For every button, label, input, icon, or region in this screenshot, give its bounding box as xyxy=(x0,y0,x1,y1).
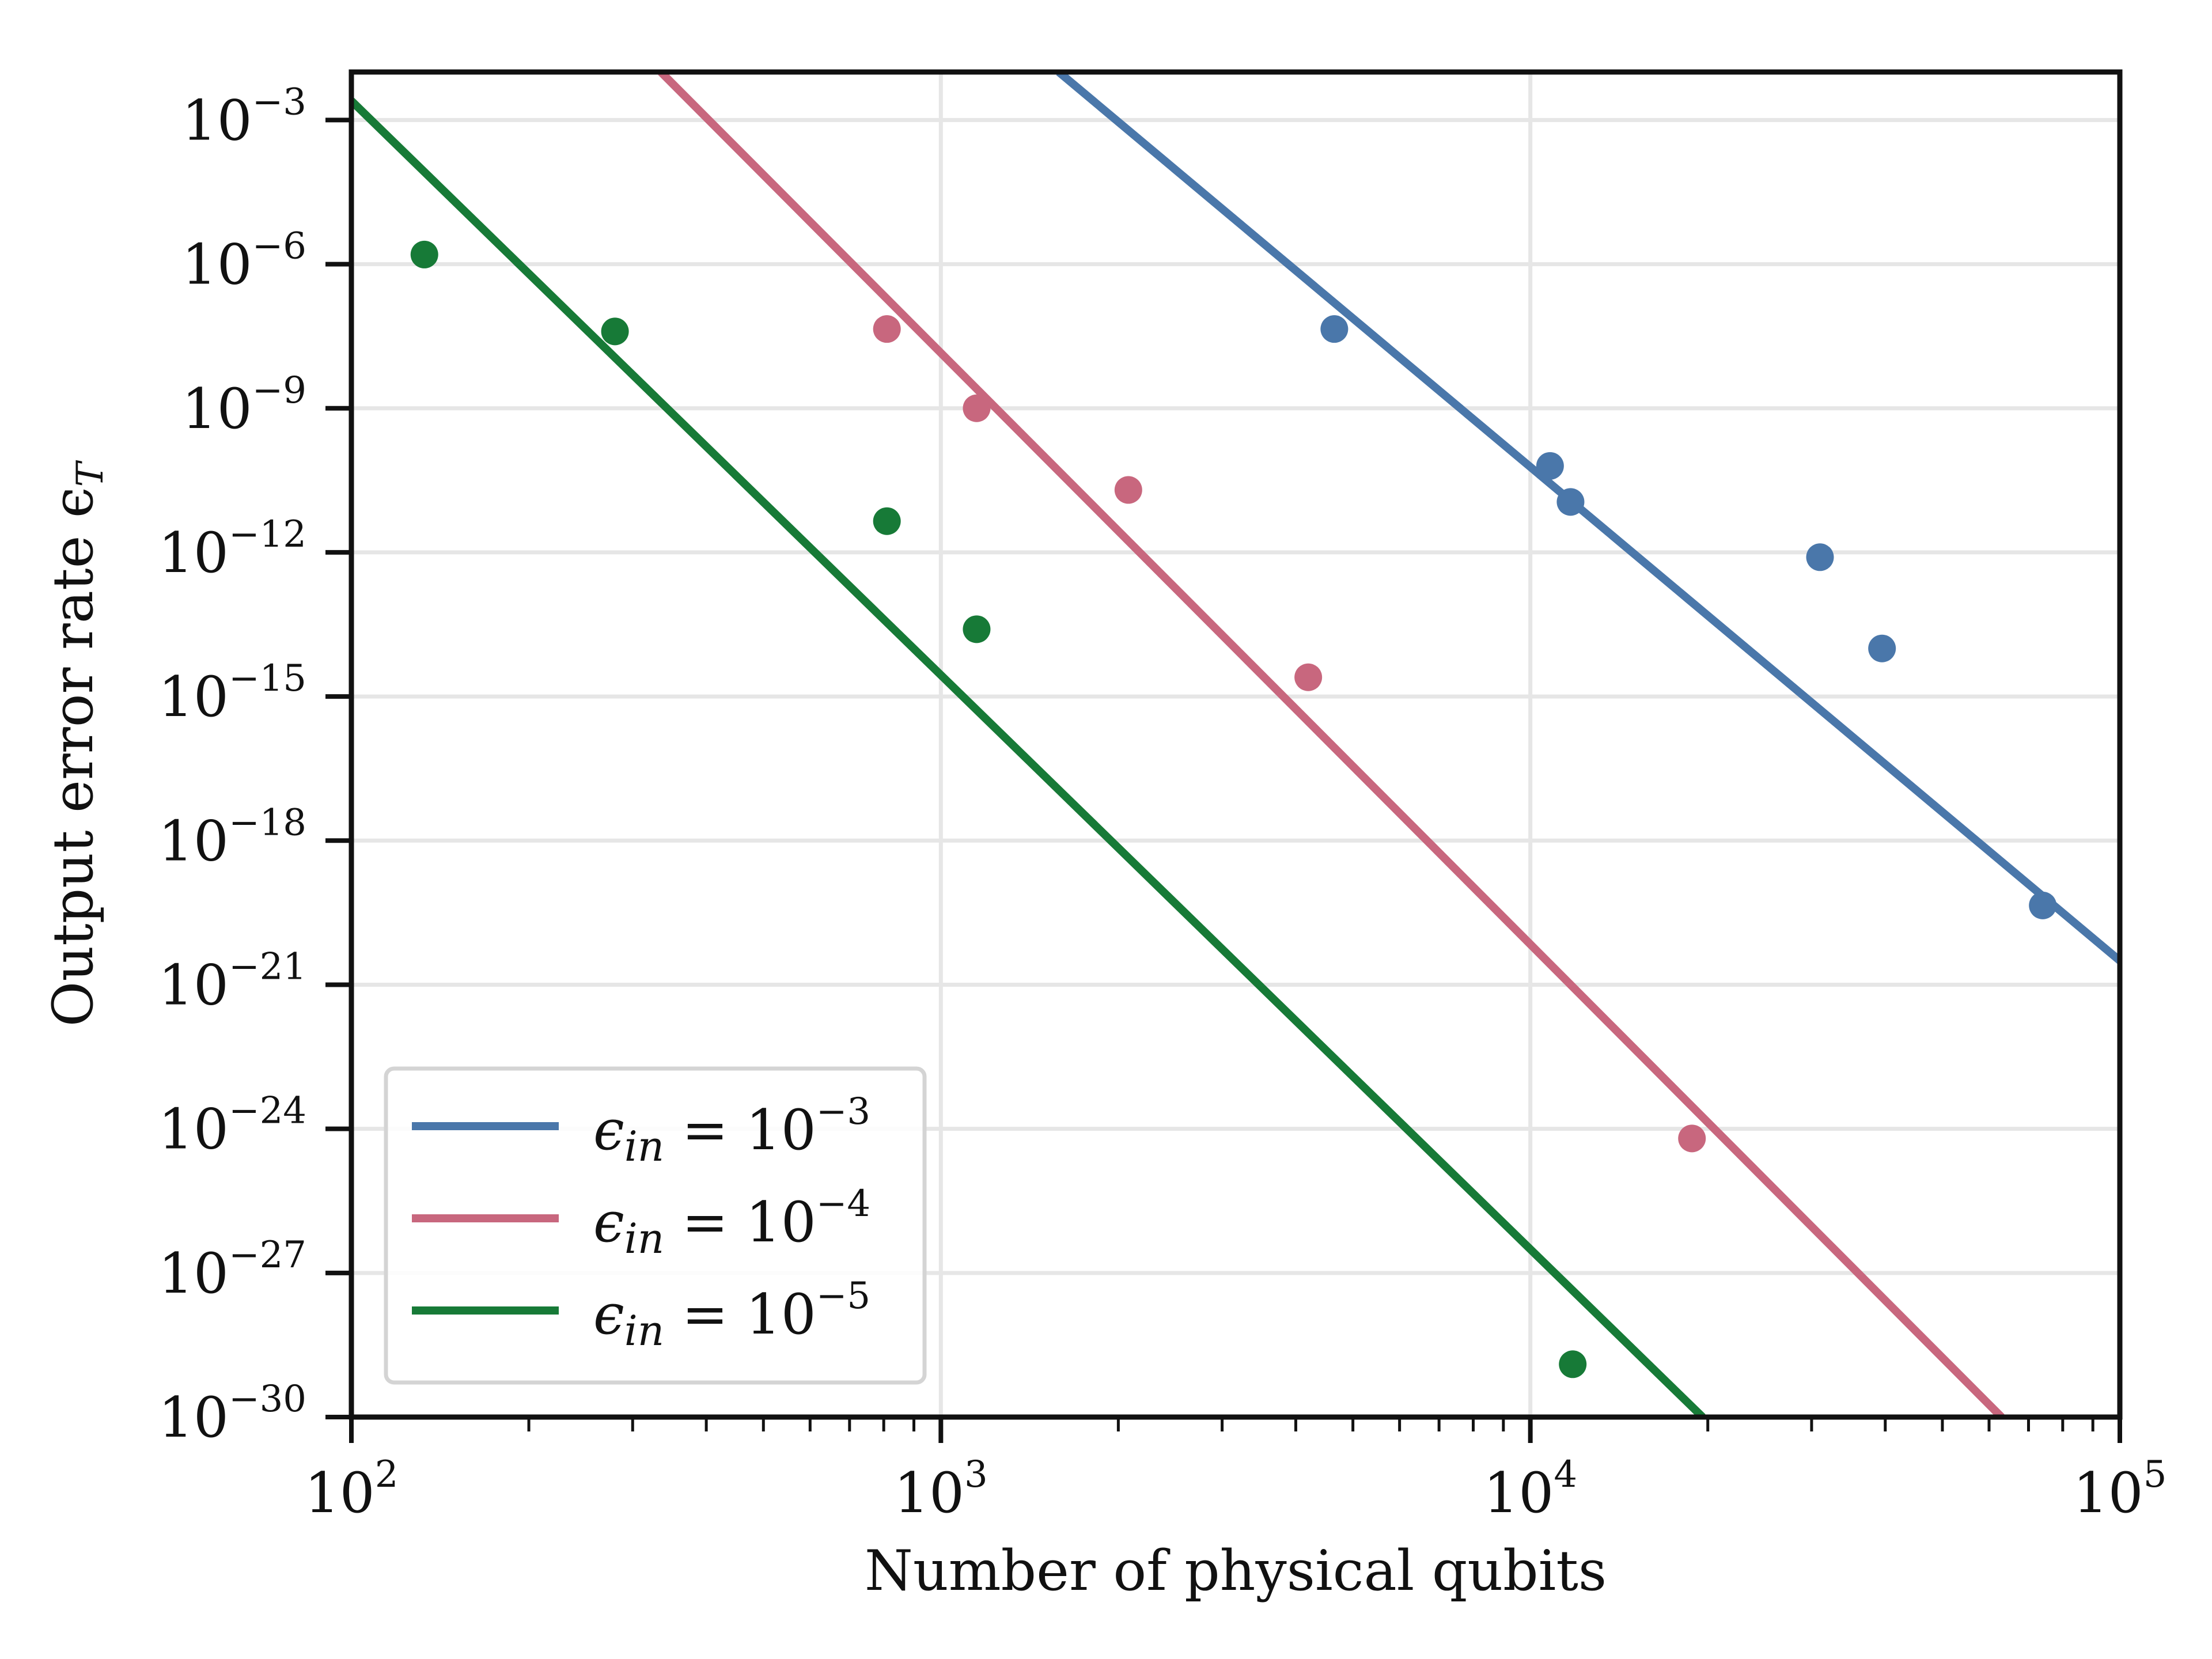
y-axis-label-main: Output error rate ϵ xyxy=(41,487,105,1027)
x-tick-base: 10 xyxy=(894,1461,964,1525)
x-tick-exponent: 3 xyxy=(964,1453,988,1496)
y-tick-exponent: −27 xyxy=(229,1234,306,1277)
x-tick-label: 102 xyxy=(305,1453,399,1525)
y-tick-exponent: −30 xyxy=(229,1378,306,1421)
y-tick-label: 10−3 xyxy=(182,81,307,153)
legend-label: ϵin = 10−3 xyxy=(593,1090,870,1171)
legend-symbol: ϵ xyxy=(593,1282,624,1347)
y-tick-label: 10−24 xyxy=(158,1090,306,1162)
series-fit-line xyxy=(658,72,2005,1417)
y-tick-exponent: −21 xyxy=(229,945,306,988)
y-tick-label: 10−15 xyxy=(158,657,306,729)
y-tick-exponent: −9 xyxy=(252,369,306,412)
y-tick-exponent: −18 xyxy=(229,801,306,844)
data-point xyxy=(2029,891,2057,919)
y-tick-label: 10−12 xyxy=(158,513,306,585)
legend-equals: = 10 xyxy=(664,1282,816,1347)
y-tick-base: 10 xyxy=(182,88,252,153)
legend-subscript: in xyxy=(624,1122,664,1171)
data-point xyxy=(873,507,901,535)
legend-exponent: −3 xyxy=(816,1090,870,1133)
data-point xyxy=(1559,1350,1587,1378)
legend-label: ϵin = 10−4 xyxy=(593,1183,870,1263)
y-tick-base: 10 xyxy=(182,377,252,441)
x-tick-label: 105 xyxy=(2073,1453,2167,1525)
legend-entry-1: ϵin = 10−3 xyxy=(412,1090,870,1171)
plot-series xyxy=(351,72,2120,1417)
data-point xyxy=(1294,663,1323,691)
data-point xyxy=(601,317,629,346)
legend-entry-2: ϵin = 10−4 xyxy=(412,1183,870,1263)
y-tick-exponent: −6 xyxy=(252,225,306,268)
x-tick-label: 104 xyxy=(1483,1453,1577,1525)
y-tick-label: 10−27 xyxy=(158,1234,306,1306)
x-axis-label: Number of physical qubits xyxy=(865,1539,1607,1603)
legend-subscript: in xyxy=(624,1214,664,1263)
series-fit-line xyxy=(1056,72,2120,964)
y-tick-base: 10 xyxy=(158,1385,229,1450)
y-tick-label: 10−21 xyxy=(158,945,306,1017)
y-tick-exponent: −24 xyxy=(229,1090,306,1132)
legend-label: ϵin = 10−5 xyxy=(593,1275,870,1355)
legend-exponent: −4 xyxy=(816,1183,870,1225)
series-2 xyxy=(658,72,2005,1417)
y-tick-exponent: −3 xyxy=(252,81,306,123)
y-tick-label: 10−18 xyxy=(158,801,306,873)
legend-symbol: ϵ xyxy=(593,1190,624,1255)
y-tick-base: 10 xyxy=(158,665,229,729)
y-tick-base: 10 xyxy=(158,809,229,873)
plot-frame xyxy=(349,69,2123,1420)
y-tick-label: 10−6 xyxy=(182,225,307,297)
data-point xyxy=(410,240,438,268)
series-3 xyxy=(351,98,1706,1417)
y-tick-base: 10 xyxy=(158,1097,229,1162)
y-tick-label: 10−30 xyxy=(158,1378,306,1450)
y-tick-base: 10 xyxy=(158,521,229,585)
y-tick-base: 10 xyxy=(182,233,252,297)
legend-box xyxy=(384,1066,927,1385)
data-point xyxy=(1114,476,1142,504)
series-1 xyxy=(1056,72,2120,964)
data-point xyxy=(1320,315,1349,343)
x-tick-label: 103 xyxy=(894,1453,988,1525)
x-tick-exponent: 2 xyxy=(375,1453,399,1496)
series-clip-group xyxy=(351,72,2120,1417)
axis-ticks: 10−310−610−910−1210−1510−1810−2110−2410−… xyxy=(158,81,2167,1525)
y-axis-label: Output error rate ϵT xyxy=(41,460,112,1027)
legend-subscript: in xyxy=(624,1306,664,1355)
y-tick-label: 10−9 xyxy=(182,369,307,441)
y-tick-exponent: −12 xyxy=(229,513,306,556)
y-tick-base: 10 xyxy=(158,953,229,1017)
data-point xyxy=(1678,1124,1706,1153)
data-point xyxy=(963,394,991,422)
x-tick-base: 10 xyxy=(2073,1461,2143,1525)
legend-symbol: ϵ xyxy=(593,1098,624,1162)
data-point xyxy=(1806,543,1834,571)
data-point xyxy=(873,315,901,343)
data-point xyxy=(1868,634,1896,662)
y-axis-label-subscript: T xyxy=(69,460,112,487)
y-tick-base: 10 xyxy=(158,1241,229,1306)
x-tick-exponent: 4 xyxy=(1554,1453,1577,1496)
series-fit-line xyxy=(351,98,1706,1417)
x-tick-base: 10 xyxy=(1483,1461,1554,1525)
y-tick-exponent: −15 xyxy=(229,657,306,700)
data-point xyxy=(1556,488,1585,516)
legend-equals: = 10 xyxy=(664,1098,816,1162)
legend-entry-3: ϵin = 10−5 xyxy=(412,1275,870,1355)
data-point xyxy=(1536,452,1564,480)
x-tick-base: 10 xyxy=(305,1461,375,1525)
x-tick-exponent: 5 xyxy=(2143,1453,2167,1496)
legend-equals: = 10 xyxy=(664,1190,816,1255)
data-point xyxy=(963,615,991,643)
legend-exponent: −5 xyxy=(816,1275,870,1317)
